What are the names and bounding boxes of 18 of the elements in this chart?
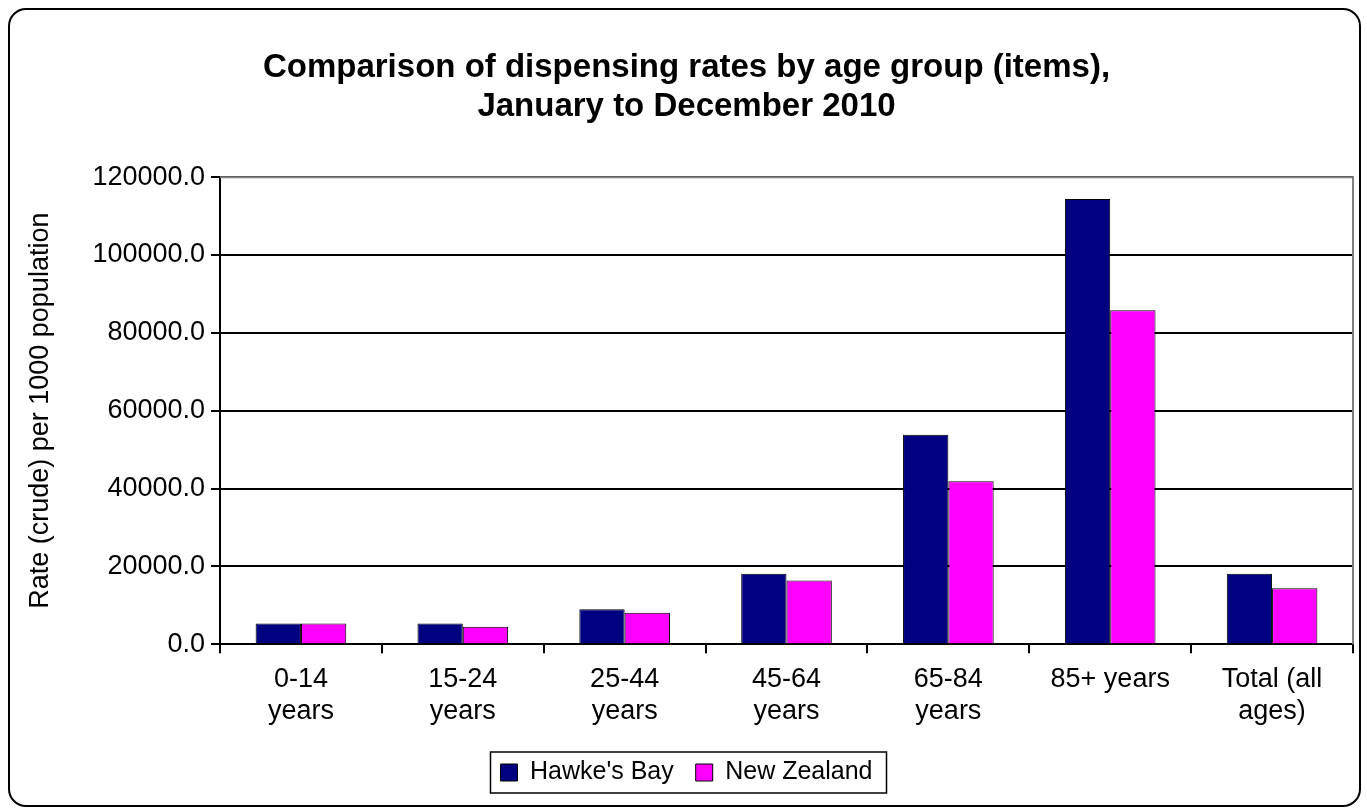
y-tick-label: 20000.0 — [107, 549, 206, 580]
y-tick-label: 60000.0 — [107, 394, 206, 425]
x-tick-label: 85+ years — [1050, 662, 1170, 693]
x-tick-label: 45-64 years — [751, 662, 822, 726]
legend-label: Hawke's Bay — [529, 756, 675, 785]
x-tick-label: 15-24 years — [428, 662, 498, 726]
y-tick-label: 120000.0 — [92, 160, 206, 191]
x-tick-label: 0-14 years — [267, 662, 334, 726]
y-tick-label: 80000.0 — [107, 316, 206, 347]
x-tick-label: 65-84 years — [913, 662, 983, 726]
x-tick-label: Total (all ages) — [1221, 662, 1323, 726]
y-axis-title: Rate (crude) per 1000 population — [23, 212, 54, 609]
y-tick-label: 0.0 — [167, 627, 206, 658]
y-tick-label: 100000.0 — [92, 238, 206, 269]
x-tick-label: 25-44 years — [590, 662, 660, 726]
y-tick-label: 40000.0 — [107, 471, 206, 502]
chart-title: Comparison of dispensing rates by age group (items), January to December 2010 — [262, 46, 1111, 124]
legend-label: New Zealand — [725, 756, 873, 785]
